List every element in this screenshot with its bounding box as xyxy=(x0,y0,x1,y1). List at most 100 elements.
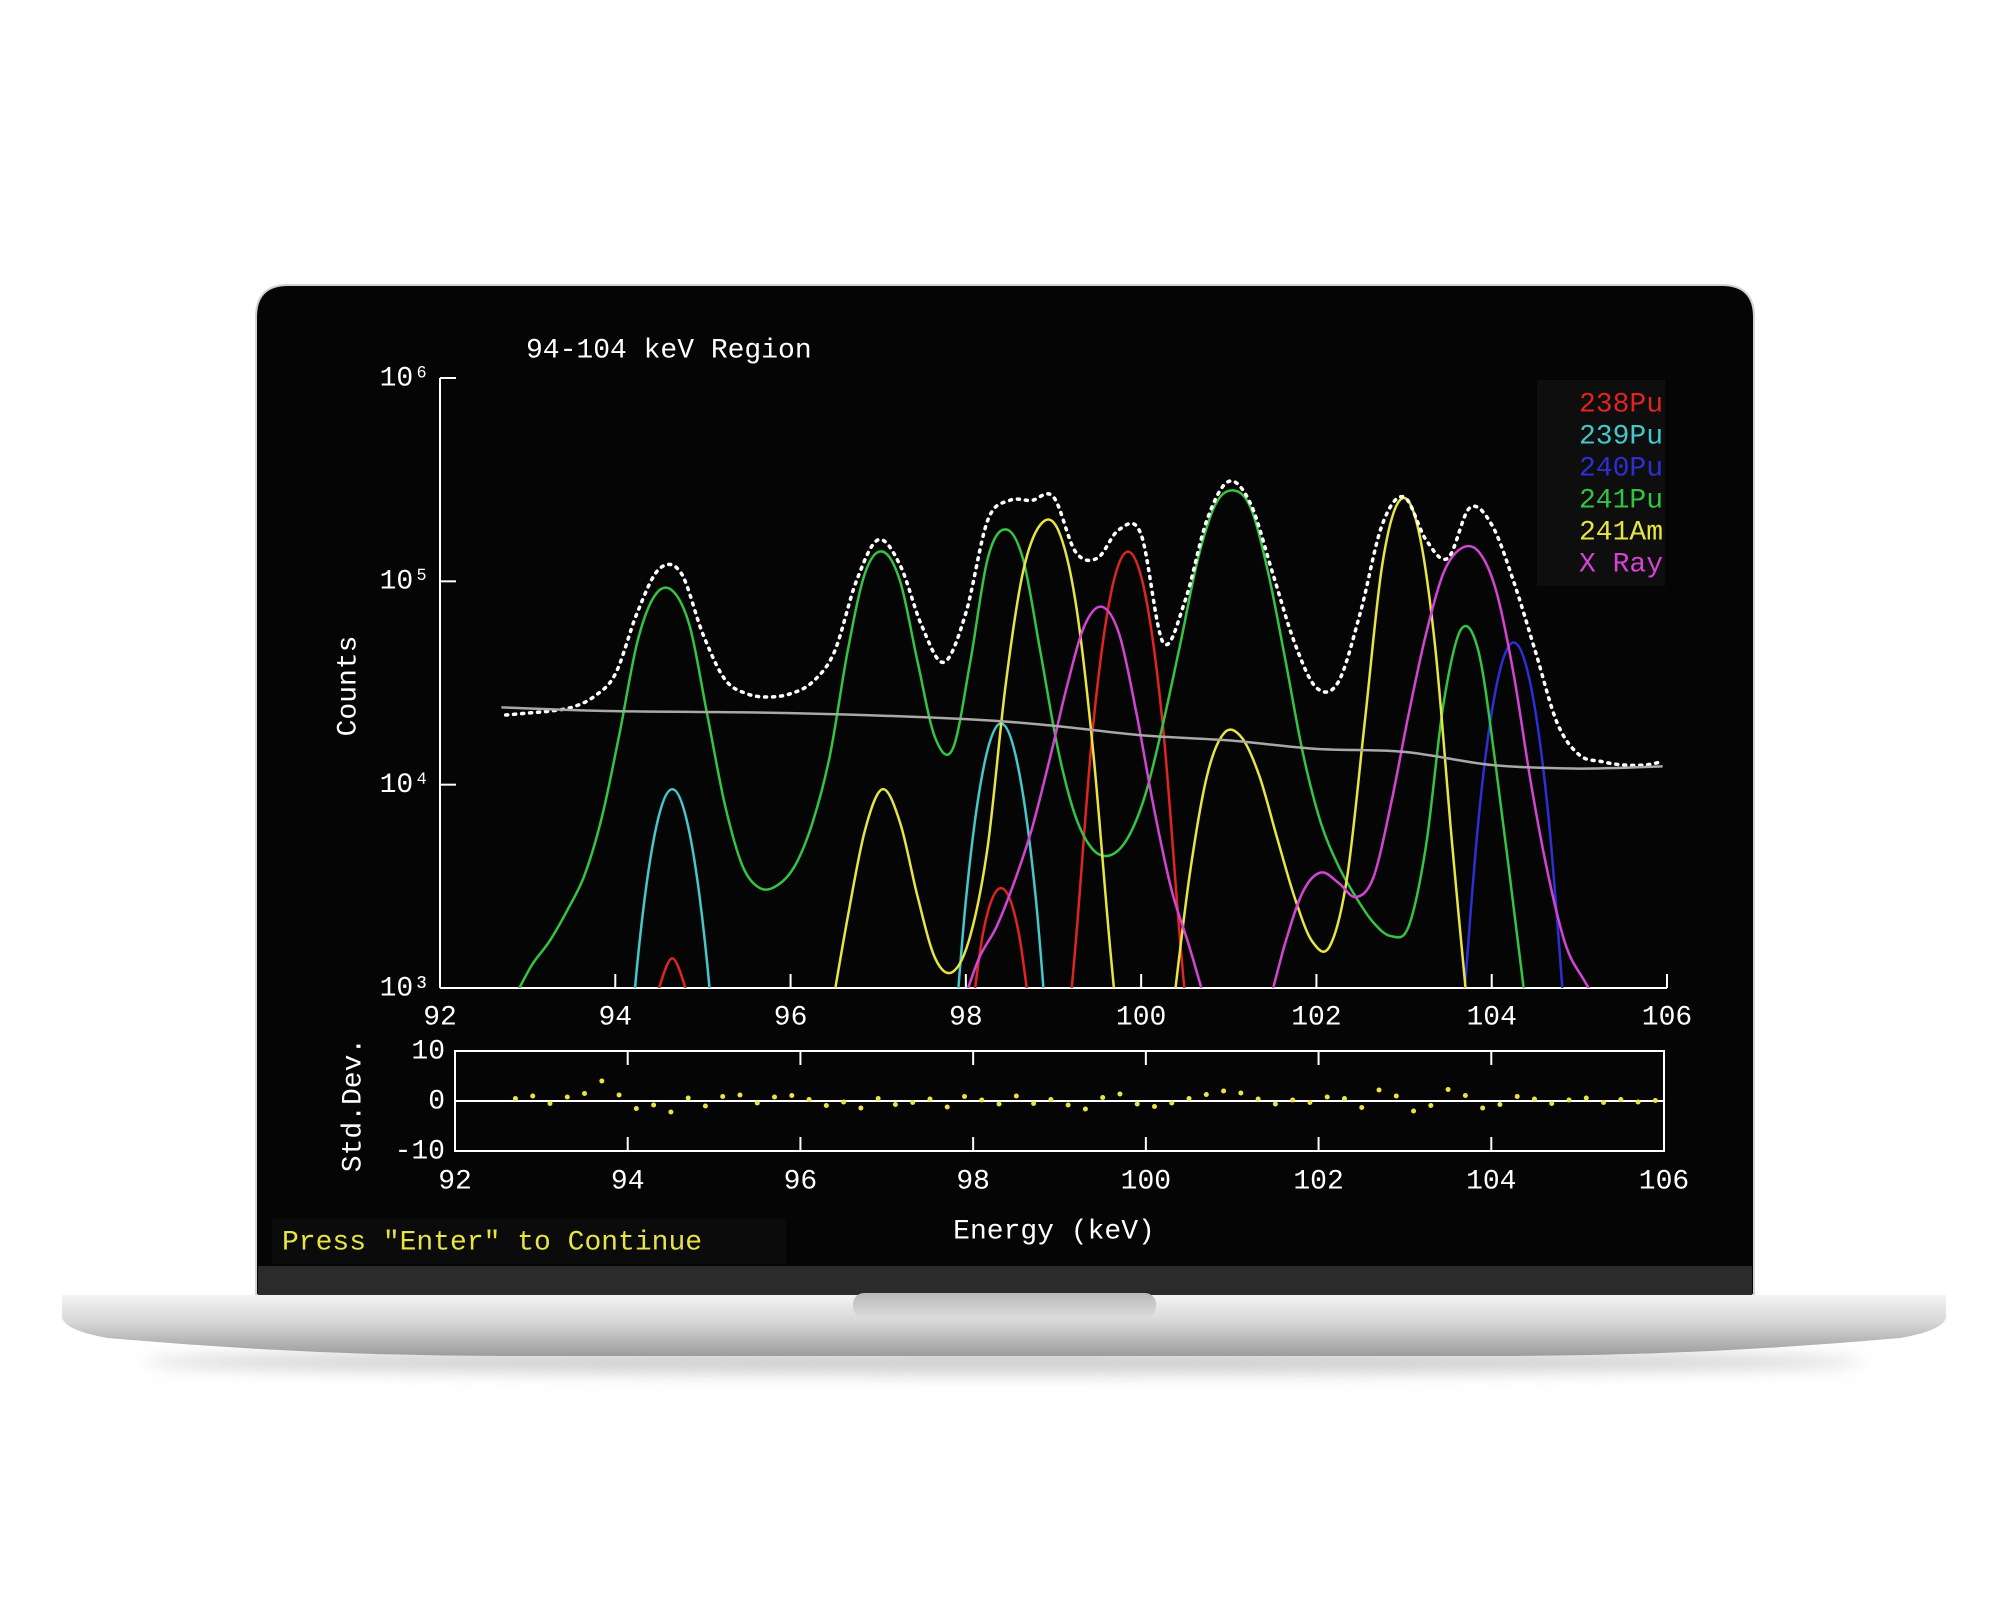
y-tick-label: 10⁴ xyxy=(380,770,430,801)
residual-point xyxy=(1151,1104,1157,1109)
legend-entry: 241Pu xyxy=(1579,485,1663,516)
residual-point xyxy=(1324,1094,1330,1100)
bezel-hinge xyxy=(258,1266,1752,1295)
residual-point xyxy=(927,1096,933,1102)
residual-point xyxy=(530,1093,536,1099)
residual-point xyxy=(720,1094,726,1099)
laptop-bezel xyxy=(255,284,1755,1296)
residual-point xyxy=(1307,1100,1313,1105)
x-tick-label: 102 xyxy=(1293,1166,1343,1197)
residual-point xyxy=(564,1094,570,1100)
x-tick-label: 100 xyxy=(1121,1166,1171,1197)
x-tick-label: 96 xyxy=(784,1166,818,1197)
residual-point xyxy=(582,1091,588,1096)
x-tick-label: 98 xyxy=(949,1002,983,1033)
residual-point xyxy=(979,1097,985,1103)
residual-point xyxy=(1601,1100,1607,1105)
residual-point xyxy=(1100,1095,1106,1100)
y-axis-label: Counts xyxy=(333,636,364,737)
series-line xyxy=(834,496,1467,988)
residual-point xyxy=(1497,1102,1503,1107)
residual-point xyxy=(1359,1105,1365,1110)
x-tick-label: 94 xyxy=(611,1166,645,1197)
x-tick-label: 106 xyxy=(1642,1002,1692,1033)
residual-point xyxy=(996,1101,1002,1107)
series-group xyxy=(501,479,1665,988)
residual-point xyxy=(1411,1108,1417,1114)
x-tick-label: 96 xyxy=(774,1002,808,1033)
x-tick-label: 98 xyxy=(956,1166,990,1197)
screen: 94-104 keV Region Counts Std.Dev. Energy… xyxy=(272,335,1692,1264)
residual-point xyxy=(944,1104,950,1110)
residual-point xyxy=(875,1096,881,1101)
residual-point xyxy=(1652,1098,1658,1103)
y-tick-label: -10 xyxy=(395,1136,445,1167)
chart-title: 94-104 keV Region xyxy=(526,335,812,366)
residual-point xyxy=(1583,1095,1589,1101)
residual-point xyxy=(1186,1096,1192,1101)
residual-point xyxy=(1013,1093,1019,1099)
residual-point xyxy=(1290,1097,1296,1103)
residual-point xyxy=(599,1078,605,1084)
x-tick-label: 100 xyxy=(1116,1002,1166,1033)
x-tick-label: 102 xyxy=(1291,1002,1341,1033)
residual-point xyxy=(1462,1093,1468,1098)
fit-line xyxy=(501,706,1663,770)
residual-point xyxy=(806,1097,812,1102)
residual-point xyxy=(892,1102,898,1107)
residual-point xyxy=(1341,1096,1347,1101)
residual-point xyxy=(1221,1088,1227,1094)
residual-point xyxy=(616,1092,622,1098)
residual-point xyxy=(1393,1093,1399,1099)
residual-point xyxy=(1238,1090,1244,1096)
residual-point xyxy=(737,1092,743,1098)
residual-point xyxy=(651,1102,657,1108)
residual-point xyxy=(789,1093,795,1098)
residual-point xyxy=(1445,1087,1451,1092)
y-tick-label: 10 xyxy=(411,1036,445,1067)
residual-point xyxy=(823,1103,829,1108)
residual-point xyxy=(1117,1091,1123,1097)
y-tick-label: 10³ xyxy=(380,973,430,1004)
residual-point xyxy=(1031,1101,1037,1106)
residual-point xyxy=(858,1105,864,1111)
residual-point xyxy=(1635,1099,1641,1105)
x-tick-label: 92 xyxy=(438,1166,472,1197)
residual-point xyxy=(1480,1105,1486,1111)
x-tick-label: 106 xyxy=(1639,1166,1689,1197)
residual-point xyxy=(754,1100,760,1106)
residual-point xyxy=(1169,1100,1175,1106)
residual-point xyxy=(1255,1096,1261,1102)
residual-point xyxy=(1618,1097,1624,1102)
fit-line xyxy=(503,479,1665,768)
residual-point xyxy=(1549,1101,1555,1106)
residual-point xyxy=(1203,1092,1209,1097)
residual-point xyxy=(1531,1096,1537,1102)
residual-point xyxy=(1566,1097,1572,1103)
residual-point xyxy=(1082,1106,1088,1112)
residual-point xyxy=(633,1106,639,1111)
x-tick-label: 104 xyxy=(1467,1002,1517,1033)
laptop-base xyxy=(62,1295,1946,1356)
residual-point xyxy=(1428,1103,1434,1108)
continue-prompt[interactable]: Press "Enter" to Continue xyxy=(282,1227,702,1258)
x-tick-label: 104 xyxy=(1466,1166,1516,1197)
residual-point xyxy=(668,1109,674,1115)
series-line xyxy=(657,550,1186,988)
x-tick-label: 92 xyxy=(423,1002,457,1033)
residual-point xyxy=(1048,1097,1054,1102)
residual-point xyxy=(962,1094,968,1099)
residual-point xyxy=(772,1094,778,1100)
legend-entry: 239Pu xyxy=(1579,421,1663,452)
residual-point xyxy=(685,1095,691,1101)
residual-y-axis-label: Std.Dev. xyxy=(338,1038,369,1172)
residual-point xyxy=(1065,1102,1071,1108)
residual-point xyxy=(1376,1087,1382,1093)
residual-point xyxy=(1134,1101,1140,1107)
series-line xyxy=(1463,641,1564,988)
legend-entry: 240Pu xyxy=(1579,453,1663,484)
y-tick-label: 0 xyxy=(428,1086,445,1117)
legend-box xyxy=(1537,380,1665,586)
